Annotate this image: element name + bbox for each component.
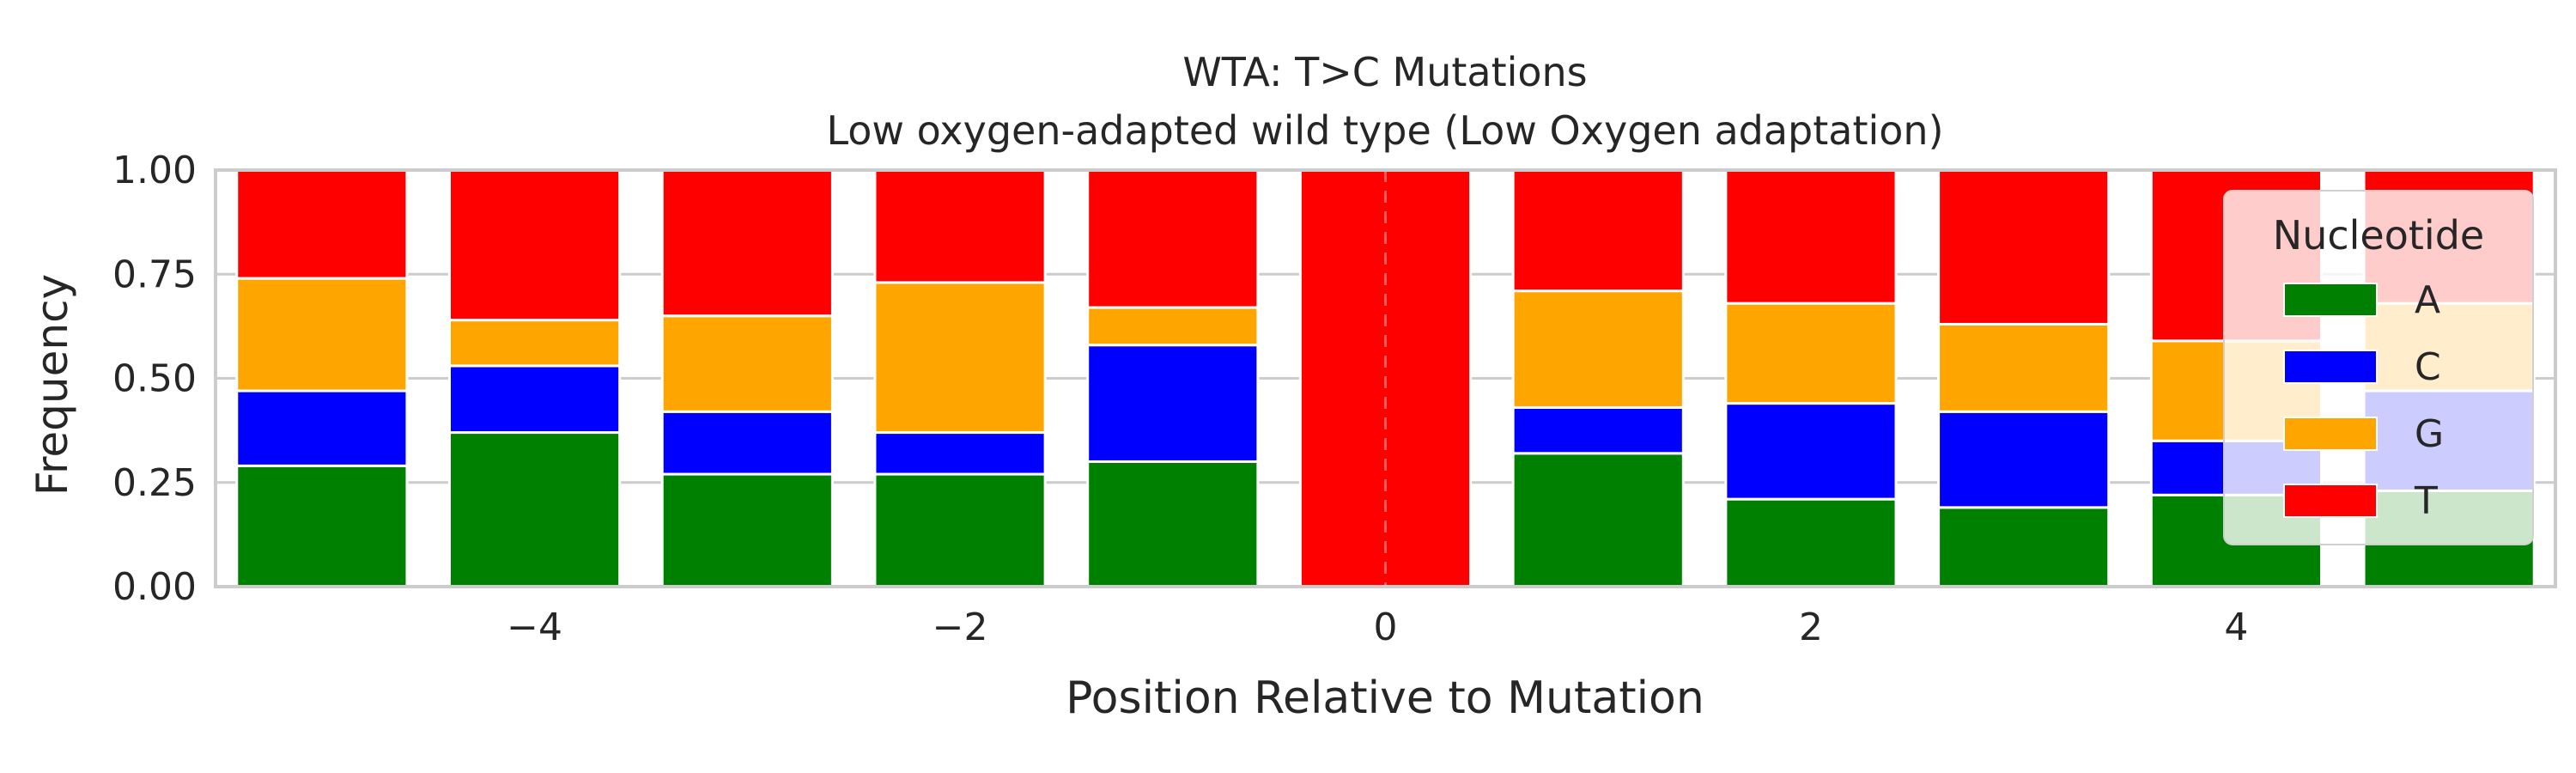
bar-G-pos--5 — [235, 277, 409, 393]
y-tick-label-3: 0.75 — [112, 253, 197, 296]
bar-A-pos-2 — [1724, 497, 1898, 588]
bar-T-pos--5 — [235, 168, 409, 280]
bar-A-pos--5 — [235, 464, 409, 588]
legend-label-T: T — [2414, 479, 2438, 523]
bar-A-pos--1 — [1086, 460, 1260, 588]
bar-C-pos--3 — [660, 410, 834, 476]
bar-C-pos--2 — [873, 431, 1047, 476]
legend-label-A: A — [2415, 278, 2440, 322]
x-tick-label-3: 2 — [1799, 606, 1823, 649]
bar-T-pos--1 — [1086, 168, 1260, 309]
bar-A-pos--2 — [873, 472, 1047, 588]
axis-ticks: 0.00 0.25 0.50 0.75 1.00 −4 −2 0 2 4 — [112, 149, 2248, 649]
bar-G-pos--4 — [448, 319, 622, 368]
bar-C-pos--1 — [1086, 344, 1260, 464]
y-axis-label: Frequency — [27, 274, 77, 496]
x-tick-label-0: −4 — [507, 606, 562, 649]
bar-T-pos-2 — [1724, 168, 1898, 305]
bar-A-pos--3 — [660, 472, 834, 588]
bar-C-pos--4 — [448, 364, 622, 435]
bar-A-pos-3 — [1937, 506, 2111, 588]
legend-swatch-G — [2283, 417, 2378, 451]
bar-G-pos--1 — [1086, 306, 1260, 347]
bar-C-pos-3 — [1937, 410, 2111, 509]
legend-box — [2223, 190, 2534, 545]
y-tick-label-0: 0.00 — [112, 565, 197, 609]
bar-T-pos--3 — [660, 168, 834, 318]
legend-label-C: C — [2415, 345, 2441, 389]
bar-T-pos--2 — [873, 168, 1047, 284]
legend-swatch-C — [2283, 350, 2378, 384]
y-tick-label-1: 0.25 — [112, 461, 197, 505]
legend-swatch-T — [2283, 484, 2378, 518]
chart-title: WTA: T>C Mutations — [1182, 49, 1587, 95]
bar-C-pos-2 — [1724, 402, 1898, 501]
bar-T-pos--4 — [448, 168, 622, 322]
bar-C-pos--5 — [235, 389, 409, 467]
bar-G-pos-1 — [1511, 289, 1685, 409]
bar-T-pos-3 — [1937, 168, 2111, 326]
bar-G-pos--3 — [660, 314, 834, 413]
chart-subtitle: Low oxygen-adapted wild type (Low Oxygen… — [826, 107, 1943, 154]
x-axis-label: Position Relative to Mutation — [1066, 673, 1704, 724]
legend-title: Nucleotide — [2273, 212, 2484, 259]
plot-frame — [214, 168, 2557, 588]
x-tick-label-2: 0 — [1374, 606, 1398, 649]
x-tick-label-1: −2 — [933, 606, 988, 649]
legend-swatch-A — [2283, 283, 2378, 317]
bar-T-pos-1 — [1511, 168, 1685, 293]
bar-G-pos-3 — [1937, 322, 2111, 413]
y-tick-label-4: 1.00 — [112, 149, 197, 192]
bar-G-pos-2 — [1724, 301, 1898, 405]
legend-label-G: G — [2415, 412, 2444, 456]
bar-G-pos--2 — [873, 281, 1047, 435]
bar-A-pos--4 — [448, 431, 622, 588]
bar-A-pos-1 — [1511, 452, 1685, 588]
y-tick-label-2: 0.50 — [112, 357, 197, 401]
bar-C-pos-1 — [1511, 405, 1685, 455]
x-tick-label-4: 4 — [2224, 606, 2248, 649]
